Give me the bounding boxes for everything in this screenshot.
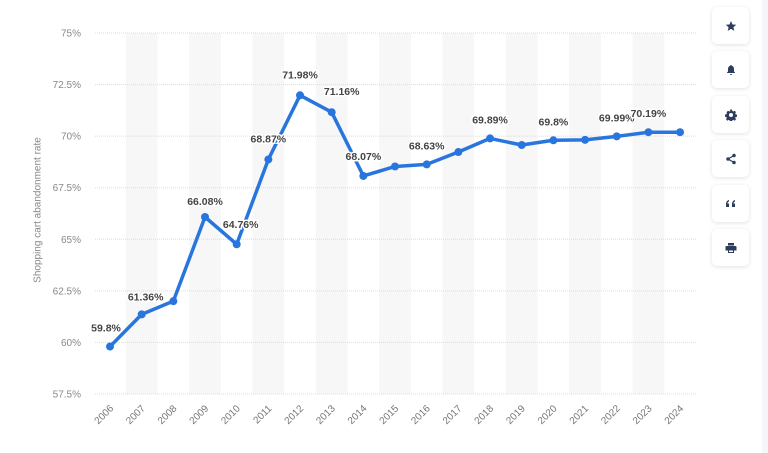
line-chart: 57.5% 60% 62.5% 65% 67.5% 70% 72.5% 75% 2006 2007… <box>53 29 697 427</box>
x-tick-label: 2022 <box>599 403 623 427</box>
print-icon <box>725 242 736 253</box>
data-label: 70.19% <box>631 108 667 120</box>
bell-icon <box>726 64 735 75</box>
data-label: 71.16% <box>324 86 360 98</box>
data-point[interactable] <box>676 128 685 137</box>
favorite-button[interactable] <box>712 7 749 44</box>
data-label: 64.76% <box>223 219 259 231</box>
data-label: 68.63% <box>409 140 445 152</box>
data-point[interactable] <box>232 240 241 249</box>
column-band <box>379 33 411 394</box>
column-band <box>315 33 348 394</box>
settings-button[interactable] <box>712 96 749 133</box>
data-label: 69.99% <box>599 112 635 124</box>
data-point[interactable] <box>422 160 431 169</box>
x-tick-label: 2006 <box>93 403 117 427</box>
column-band <box>632 33 665 394</box>
x-tick-label: 2008 <box>156 403 180 427</box>
y-tick-label: 67.5% <box>53 183 81 194</box>
x-tick-label: 2019 <box>504 403 528 427</box>
data-point[interactable] <box>169 297 178 306</box>
data-label: 59.8% <box>91 323 121 335</box>
column-band <box>125 33 158 394</box>
data-point[interactable] <box>359 171 368 180</box>
data-point[interactable] <box>644 128 653 137</box>
y-tick-label: 72.5% <box>53 80 81 91</box>
x-tick-label: 2010 <box>219 403 243 427</box>
x-tick-label: 2018 <box>473 403 497 427</box>
star-icon <box>725 20 736 31</box>
data-point[interactable] <box>549 136 558 145</box>
x-tick-label: 2017 <box>441 403 465 427</box>
data-point[interactable] <box>612 132 621 141</box>
data-point[interactable] <box>454 148 463 157</box>
column-band <box>252 33 285 394</box>
share-icon <box>725 153 736 164</box>
data-point[interactable] <box>296 91 305 100</box>
data-label: 69.89% <box>472 114 508 126</box>
y-tick-label: 60% <box>61 338 81 349</box>
data-point[interactable] <box>391 162 400 171</box>
data-point[interactable] <box>201 213 210 222</box>
data-point[interactable] <box>581 135 590 144</box>
data-point[interactable] <box>327 108 336 117</box>
cite-button[interactable] <box>712 185 749 222</box>
data-label: 68.87% <box>251 133 287 145</box>
x-tick-label: 2009 <box>188 403 212 427</box>
x-tick-label: 2012 <box>283 403 307 427</box>
quote-icon <box>725 199 735 207</box>
x-tick-label: 2007 <box>124 403 148 427</box>
y-tick-label: 65% <box>61 235 81 246</box>
x-tick-label: 2011 <box>251 403 274 426</box>
data-point[interactable] <box>264 155 273 164</box>
y-axis-label: Shopping cart abandonment rate <box>32 137 44 283</box>
data-label: 61.36% <box>128 291 164 303</box>
x-tick-label: 2015 <box>378 403 402 427</box>
y-tick-label: 62.5% <box>53 286 81 297</box>
x-tick-label: 2013 <box>314 403 338 427</box>
data-point[interactable] <box>517 141 526 150</box>
print-button[interactable] <box>712 229 749 266</box>
y-tick-label: 70% <box>61 132 81 143</box>
column-band <box>442 33 475 394</box>
x-tick-label: 2016 <box>409 403 433 427</box>
data-point[interactable] <box>486 134 495 143</box>
column-band <box>569 33 601 394</box>
x-tick-label: 2014 <box>346 403 370 427</box>
x-tick-label: 2024 <box>663 403 687 427</box>
y-tick-label: 57.5% <box>53 390 81 401</box>
data-point[interactable] <box>106 342 114 351</box>
data-point[interactable] <box>137 310 146 319</box>
x-tick-label: 2021 <box>568 403 592 427</box>
gear-icon <box>724 109 737 121</box>
data-label: 66.08% <box>187 196 223 208</box>
data-label: 68.07% <box>346 151 382 163</box>
x-tick-label: 2023 <box>631 403 655 427</box>
y-tick-label: 75% <box>61 29 81 40</box>
notification-button[interactable] <box>712 51 749 88</box>
column-band <box>505 33 538 394</box>
data-label: 69.8% <box>538 116 568 128</box>
data-label: 71.98% <box>282 69 318 81</box>
x-tick-label: 2020 <box>536 403 560 427</box>
share-button[interactable] <box>712 140 749 177</box>
